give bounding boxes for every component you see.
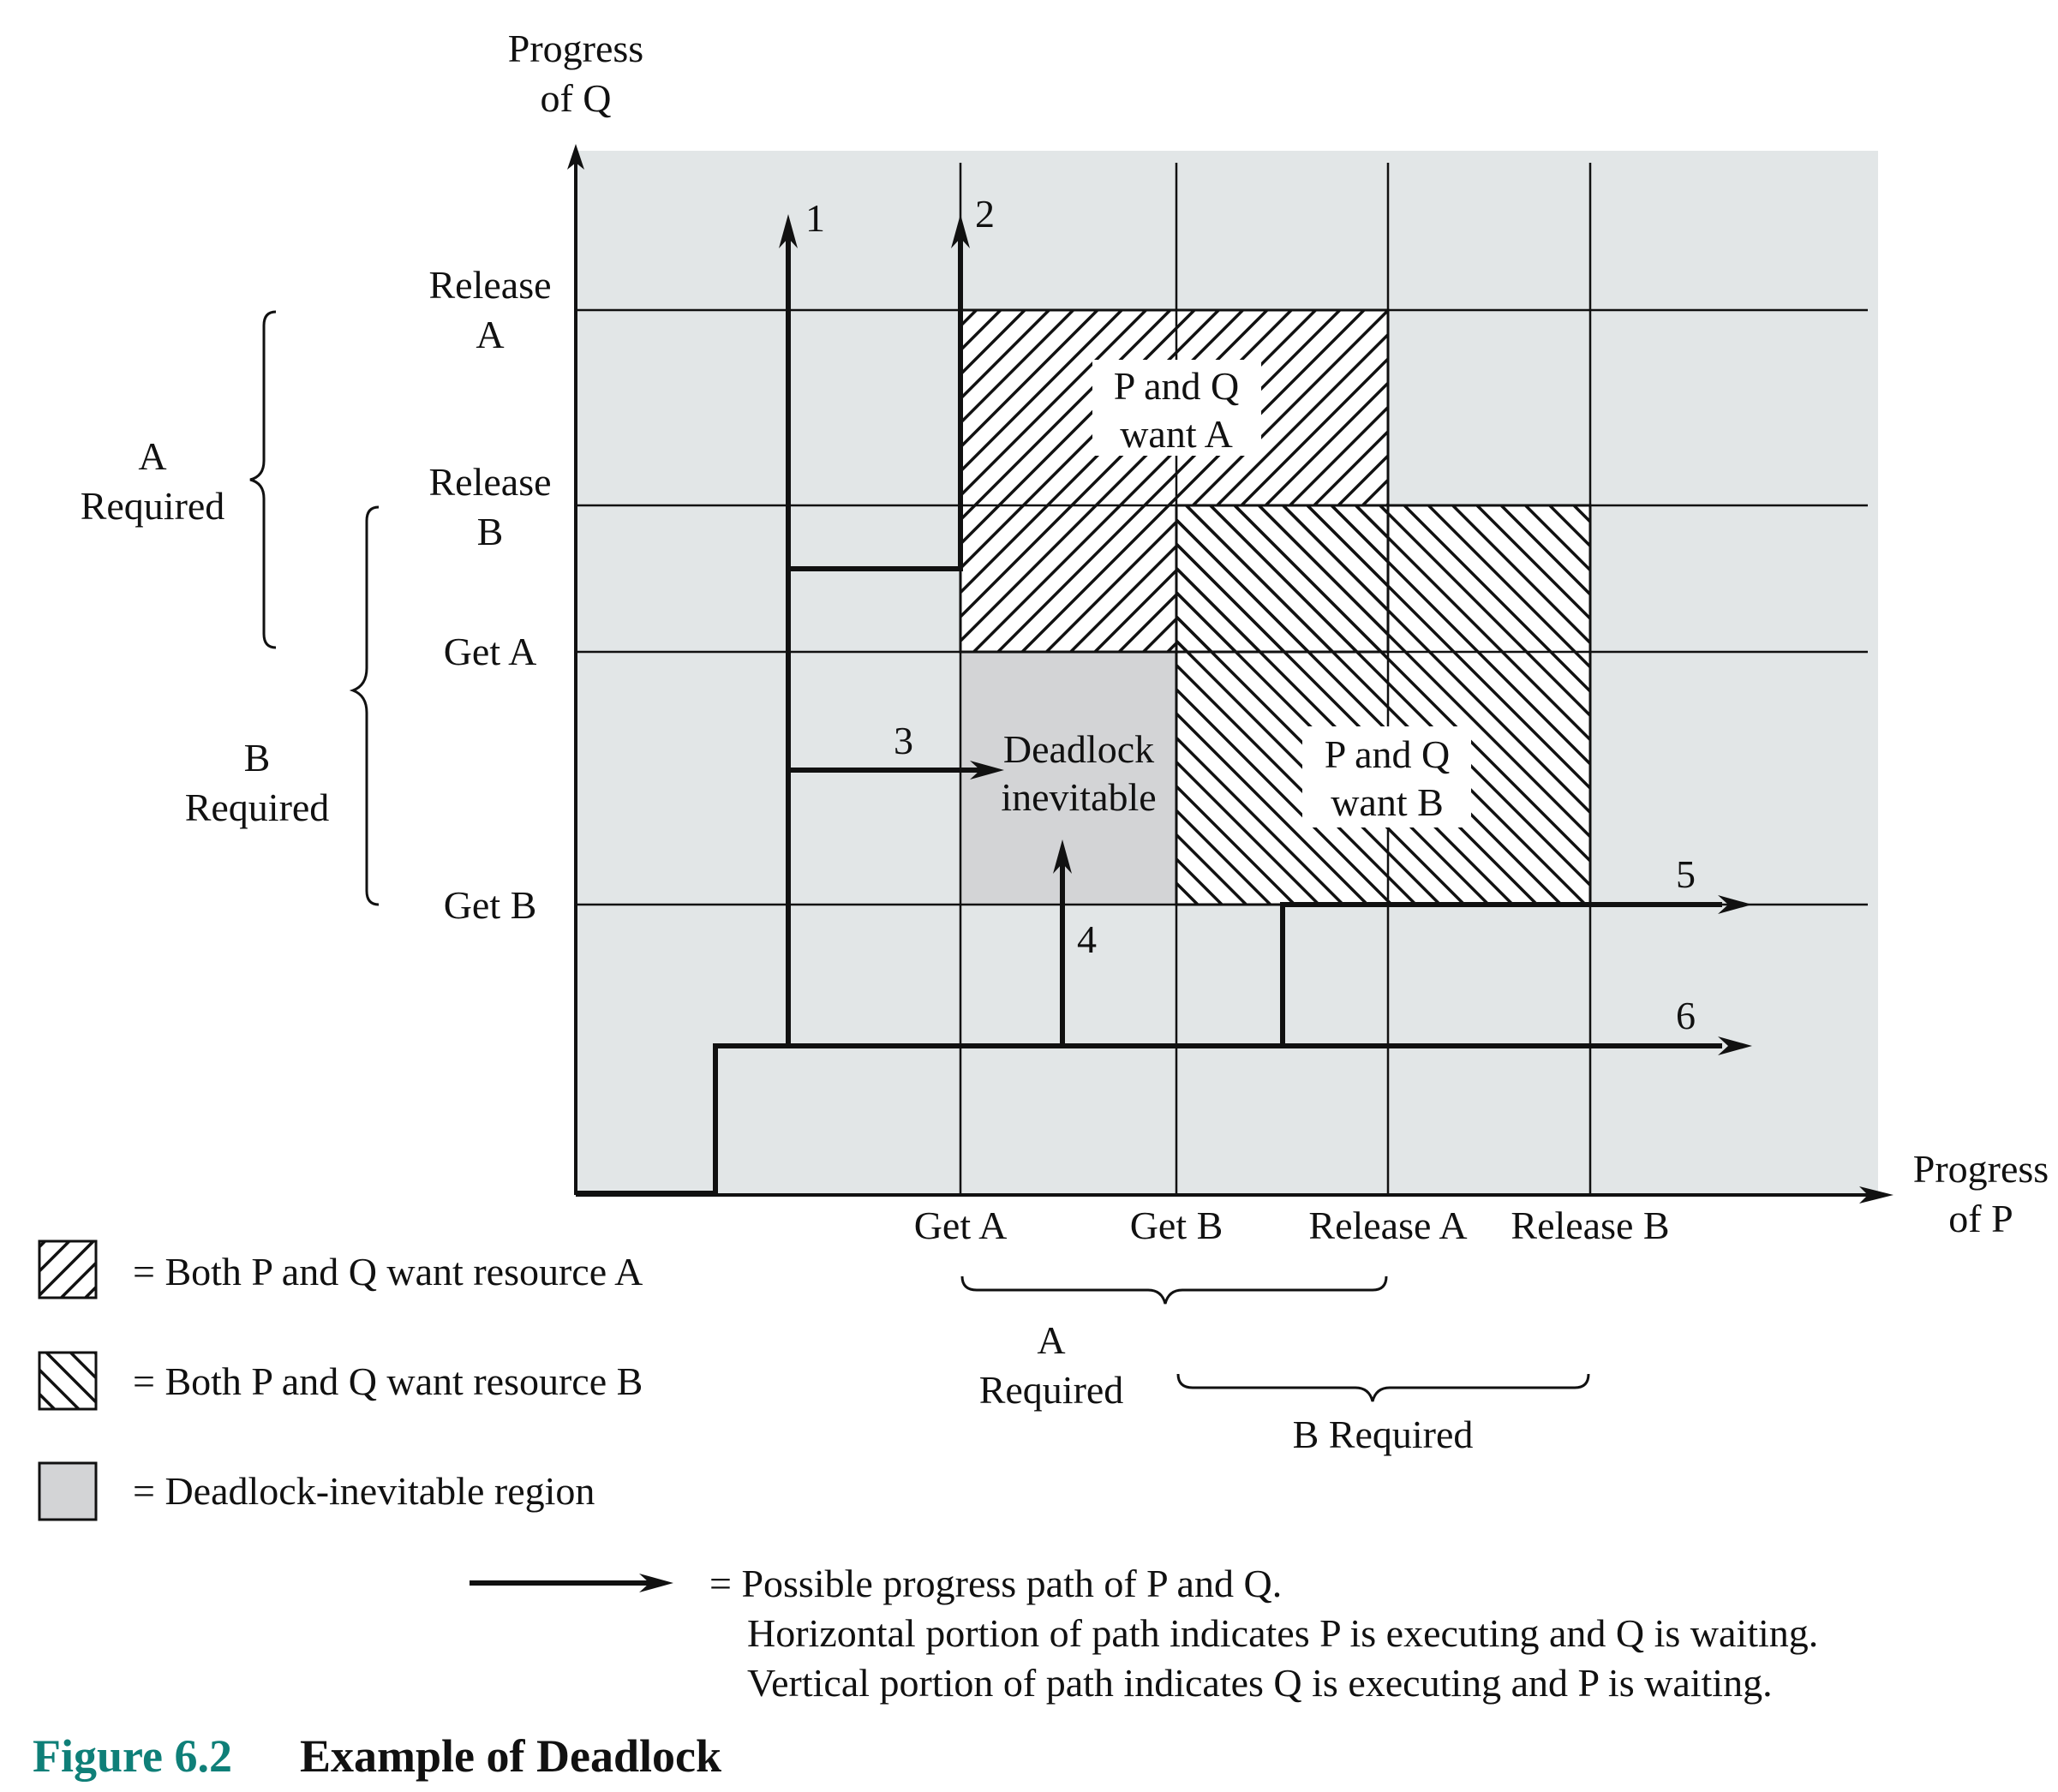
brace-y-b-label-line1: B: [244, 736, 271, 780]
legend-swatch-hatch-a: [38, 1239, 98, 1299]
brace-x-a-label-line2: Required: [979, 1368, 1124, 1412]
x-tick-release-a: Release A: [1308, 1204, 1467, 1247]
path-arrowheads: [779, 214, 1752, 1055]
x-tick-get-a: Get A: [914, 1204, 1008, 1247]
label-box-want-a: [1092, 360, 1261, 456]
progress-paths: [576, 236, 1722, 1196]
region-label-want-b-line1: P and Q: [1325, 732, 1451, 776]
region-label-deadlock-line2: inevitable: [1001, 775, 1156, 819]
brace-x-b-label: B Required: [1293, 1413, 1474, 1456]
braces: [249, 310, 1590, 1402]
region-label-want-b-line2: want B: [1331, 780, 1444, 824]
y-tick-release-b-line2: B: [477, 510, 504, 553]
legend-swatch-gray: [38, 1461, 98, 1521]
label-box-want-b: [1302, 726, 1471, 827]
x-axis-title-line1: Progress: [1913, 1147, 2049, 1191]
x-tick-get-b: Get B: [1130, 1204, 1223, 1247]
y-tick-release-a-line1: Release: [428, 263, 551, 307]
caption-title: Example of Deadlock: [300, 1730, 721, 1782]
path-number-1: 1: [805, 196, 825, 240]
region-label-deadlock-line1: Deadlock: [1003, 727, 1154, 771]
legend-arrow-text-3: Vertical portion of path indicates Q is …: [747, 1661, 1773, 1705]
path-6: [576, 1043, 1722, 1196]
legend-swatch-hatch-b: [38, 1351, 98, 1411]
y-tick-get-a: Get A: [444, 630, 537, 673]
brace-y-b-required: [349, 505, 380, 906]
y-tick-get-b: Get B: [444, 883, 537, 927]
brace-y-a-label-line2: Required: [81, 484, 225, 528]
brace-x-a-required: [960, 1275, 1388, 1305]
x-axis-arrowhead: [1859, 1186, 1893, 1204]
region-overlap-crosshatch: [1176, 505, 1388, 652]
path-number-4: 4: [1077, 917, 1097, 961]
legend-text-hatch-b: = Both P and Q want resource B: [133, 1359, 643, 1403]
legend-arrow-text-1: = Possible progress path of P and Q.: [709, 1562, 1282, 1605]
y-axis-arrowhead: [567, 144, 584, 170]
brace-x-a-label-line1: A: [1037, 1318, 1065, 1362]
y-axis-title-line2: of Q: [540, 76, 611, 120]
path-number-3: 3: [894, 719, 913, 762]
region-label-want-a-line2: want A: [1120, 412, 1233, 456]
path-5: [1280, 902, 1722, 1046]
path-number-5: 5: [1676, 852, 1696, 896]
brace-x-b-required: [1176, 1373, 1590, 1402]
brace-y-a-label-line1: A: [138, 434, 166, 478]
legend-arrow-text-2: Horizontal portion of path indicates P i…: [747, 1611, 1818, 1655]
axes: [574, 158, 1876, 1197]
legend-text-gray: = Deadlock-inevitable region: [133, 1469, 595, 1513]
legend-arrowhead: [639, 1574, 673, 1592]
y-tick-release-a-line2: A: [476, 313, 504, 356]
brace-y-a-required: [249, 310, 277, 649]
path-number-2: 2: [975, 192, 995, 236]
y-tick-release-b-line1: Release: [428, 460, 551, 504]
x-axis-title-line2: of P: [1948, 1197, 2013, 1240]
legend-text-hatch-a: = Both P and Q want resource A: [133, 1250, 643, 1293]
path-2: [788, 236, 963, 571]
path-number-6: 6: [1676, 994, 1696, 1037]
y-axis-title-line1: Progress: [508, 27, 643, 70]
x-tick-release-b: Release B: [1511, 1204, 1669, 1247]
brace-y-b-label-line2: Required: [185, 785, 330, 829]
region-label-want-a-line1: P and Q: [1114, 364, 1240, 408]
caption-number: Figure 6.2: [33, 1730, 232, 1782]
